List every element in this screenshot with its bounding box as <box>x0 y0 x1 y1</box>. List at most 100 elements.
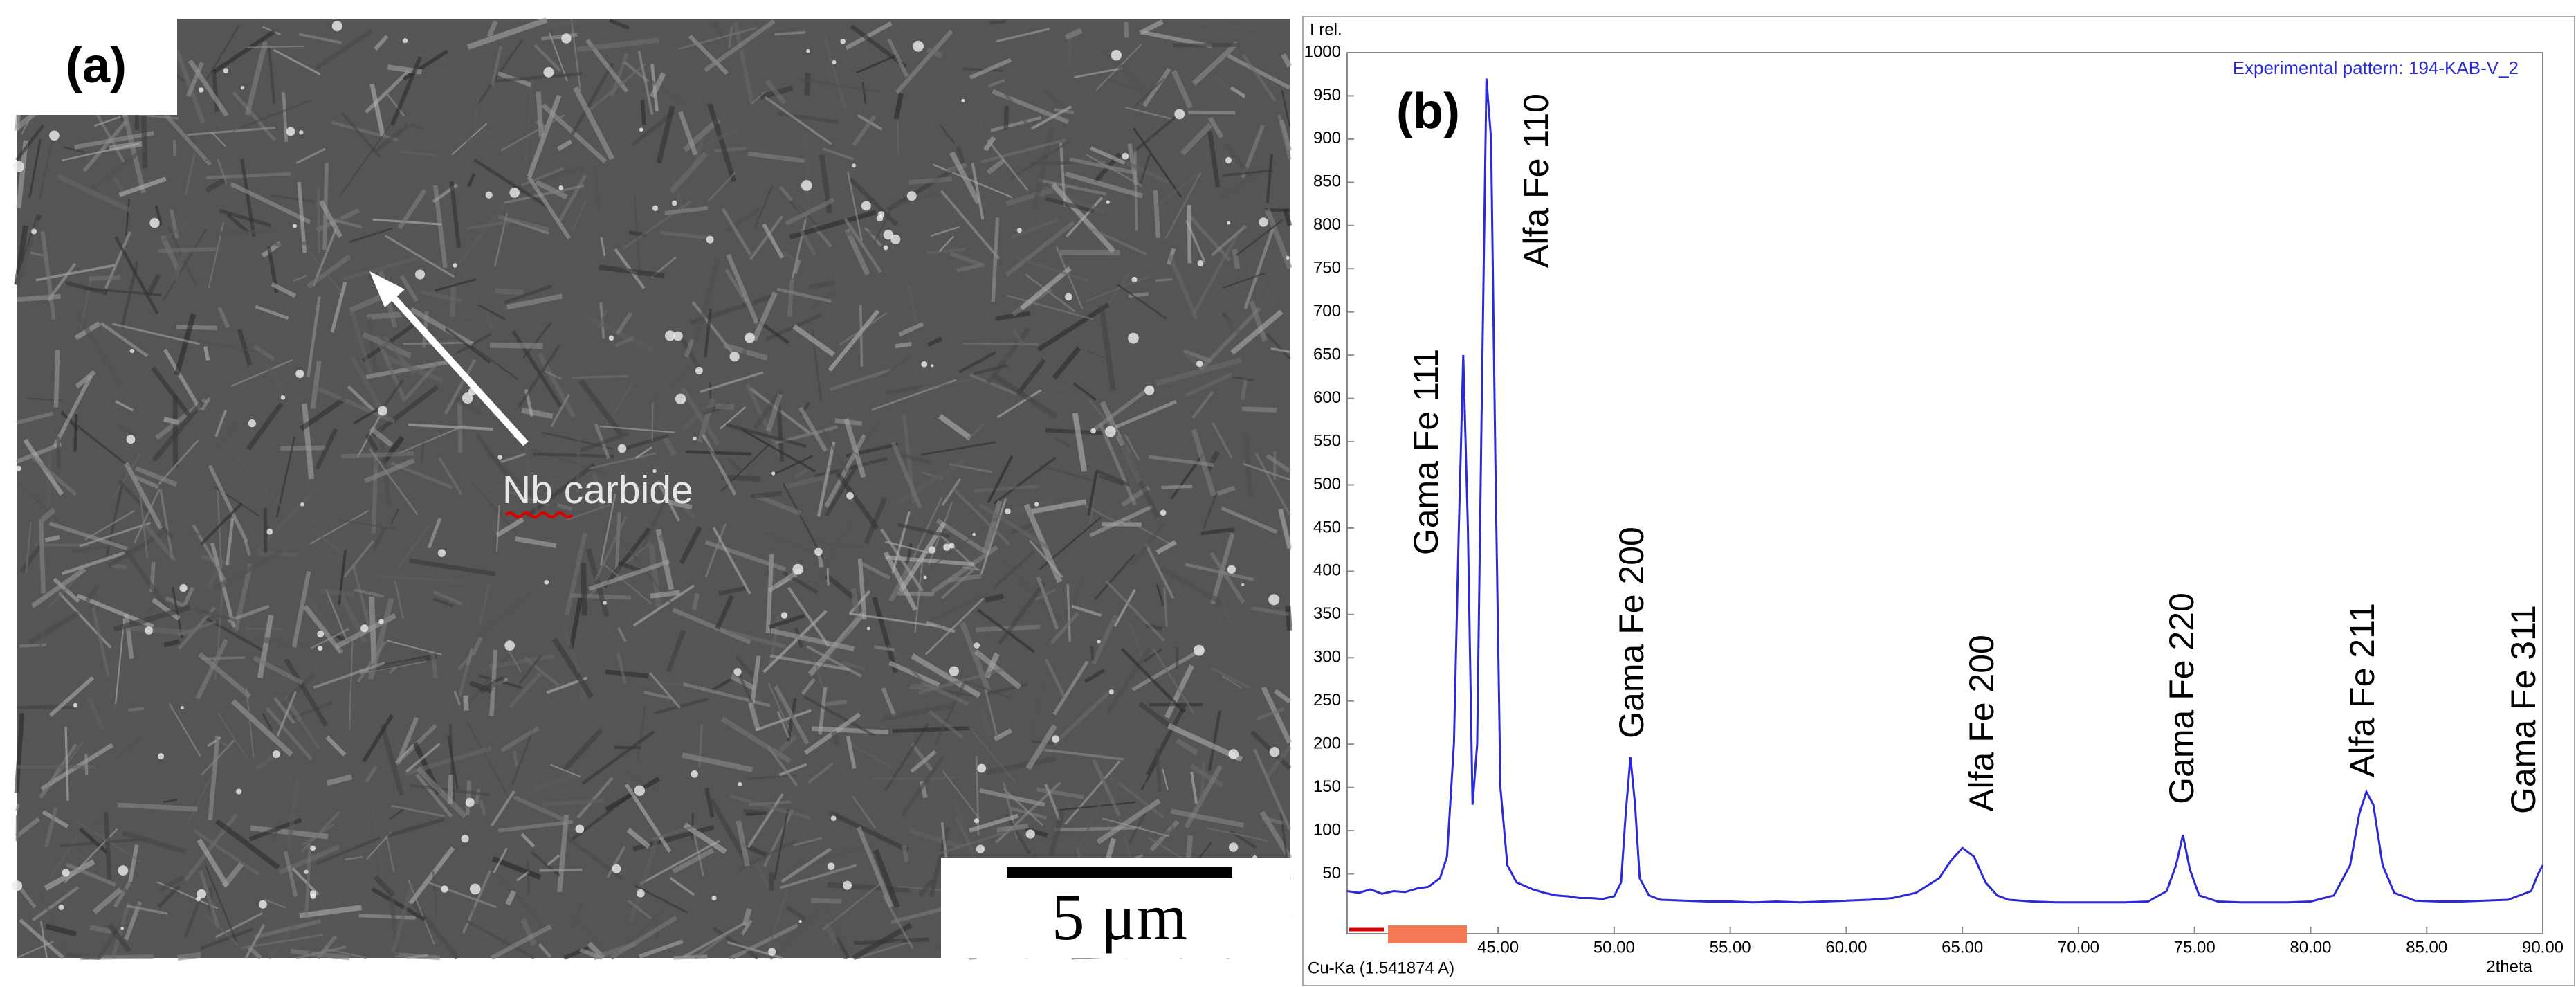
texture-streak <box>1005 188 1054 207</box>
texture-speck <box>866 626 870 631</box>
texture-streak <box>53 350 60 408</box>
texture-speck <box>73 703 78 708</box>
texture-streak <box>415 773 453 818</box>
texture-streak <box>825 906 855 959</box>
texture-streak <box>993 456 1057 505</box>
texture-streak <box>300 241 342 293</box>
texture-streak <box>343 256 418 281</box>
texture-speck <box>461 835 469 843</box>
texture-streak <box>614 336 635 347</box>
scale-label: 5 μm <box>1052 880 1187 954</box>
texture-speck <box>961 98 965 102</box>
texture-streak <box>177 620 217 637</box>
y-tick-label: 250 <box>1313 691 1341 709</box>
texture-streak <box>207 736 221 748</box>
texture-streak <box>1142 67 1171 107</box>
texture-streak <box>615 311 633 336</box>
texture-streak <box>276 63 289 97</box>
x-tick-label: 85.00 <box>2406 938 2447 957</box>
texture-streak <box>1098 475 1124 486</box>
texture-streak <box>174 313 197 376</box>
y-tick-label: 50 <box>1322 864 1341 882</box>
texture-speck <box>832 60 837 65</box>
texture-streak <box>61 551 126 576</box>
texture-streak <box>490 924 552 960</box>
texture-streak <box>19 643 47 648</box>
texture-streak <box>1015 256 1088 282</box>
texture-streak <box>312 228 338 287</box>
y-tick-label: 100 <box>1313 820 1341 839</box>
texture-streak <box>1190 771 1198 804</box>
texture-streak <box>230 698 293 757</box>
texture-streak <box>599 494 616 566</box>
texture-streak <box>782 483 824 559</box>
texture-streak <box>892 726 971 733</box>
texture-speck <box>129 348 135 354</box>
texture-streak <box>804 73 811 96</box>
texture-streak <box>1164 172 1202 239</box>
texture-streak <box>44 807 58 848</box>
texture-streak <box>134 475 159 489</box>
texture-streak <box>657 480 681 522</box>
texture-streak <box>573 86 614 161</box>
texture-streak <box>654 697 709 715</box>
texture-streak <box>843 218 882 273</box>
texture-streak <box>714 146 747 153</box>
texture-streak <box>565 532 587 615</box>
texture-streak <box>893 93 904 120</box>
texture-streak <box>281 672 316 707</box>
texture-streak <box>766 393 783 432</box>
texture-streak <box>1071 573 1086 605</box>
texture-streak <box>184 152 197 196</box>
texture-speck <box>1005 508 1011 515</box>
texture-streak <box>827 882 910 894</box>
texture-streak <box>369 426 394 448</box>
texture-streak <box>521 167 564 187</box>
texture-speck <box>300 502 304 507</box>
texture-streak <box>861 82 867 104</box>
texture-streak <box>640 99 646 125</box>
texture-speck <box>158 753 165 760</box>
texture-streak <box>978 105 985 127</box>
texture-streak <box>311 528 345 556</box>
texture-speck <box>1097 640 1101 644</box>
texture-streak <box>193 828 260 876</box>
texture-streak <box>503 184 585 204</box>
texture-streak <box>917 879 935 898</box>
texture-streak <box>478 583 491 625</box>
texture-streak <box>197 838 230 888</box>
texture-streak <box>1222 272 1265 289</box>
texture-streak <box>575 399 583 489</box>
texture-streak <box>1270 347 1290 354</box>
texture-streak <box>669 876 695 896</box>
texture-streak <box>314 428 338 470</box>
texture-speck <box>1104 426 1116 437</box>
texture-streak <box>491 46 503 86</box>
texture-speck <box>31 228 37 235</box>
texture-streak <box>213 549 283 592</box>
texture-streak <box>638 939 684 959</box>
texture-streak <box>846 736 857 769</box>
texture-speck <box>814 547 823 556</box>
texture-streak <box>835 936 850 959</box>
texture-streak <box>588 452 657 470</box>
texture-streak <box>900 755 945 817</box>
texture-streak <box>1187 214 1232 262</box>
texture-streak <box>348 641 354 730</box>
texture-streak <box>262 26 281 35</box>
texture-streak <box>75 370 96 388</box>
texture-streak <box>160 235 181 271</box>
texture-streak <box>1088 496 1095 525</box>
texture-streak <box>581 563 587 616</box>
texture-streak <box>77 821 141 862</box>
texture-streak <box>844 228 870 276</box>
texture-streak <box>142 522 177 563</box>
texture-streak <box>371 805 386 893</box>
texture-streak <box>115 618 125 705</box>
texture-streak <box>614 512 621 572</box>
texture-streak <box>1131 646 1205 691</box>
texture-streak <box>474 127 495 136</box>
texture-streak <box>273 696 295 725</box>
texture-streak <box>864 226 882 247</box>
texture-speck <box>1286 255 1290 260</box>
